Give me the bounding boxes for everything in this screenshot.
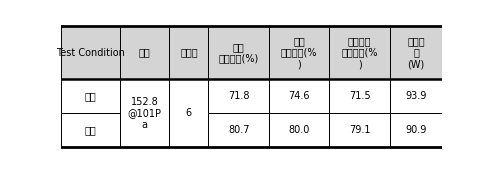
Bar (208, 113, 269, 147)
Text: 93.9: 93.9 (405, 91, 427, 101)
Bar (208, 26, 269, 79)
Text: 71.8: 71.8 (228, 91, 249, 101)
Bar (120, 79, 169, 147)
Bar (208, 79, 269, 113)
Text: 74.6: 74.6 (288, 91, 310, 101)
Bar (329, 113, 390, 147)
Text: 79.1: 79.1 (349, 125, 371, 135)
Text: 71.5: 71.5 (349, 91, 371, 101)
Text: 누설률: 누설률 (180, 48, 198, 58)
Bar (329, 79, 390, 113)
Text: 냉방: 냉방 (84, 91, 96, 101)
Bar (390, 79, 442, 113)
Text: 유효전열
교환효율(%
): 유효전열 교환효율(% ) (342, 36, 378, 69)
Bar (61, 79, 120, 113)
Bar (61, 26, 120, 79)
Bar (269, 113, 329, 147)
Text: 80.0: 80.0 (289, 125, 310, 135)
Bar (269, 26, 329, 79)
Text: 난방: 난방 (84, 125, 96, 135)
Text: 습도
교환효율(%
): 습도 교환효율(% ) (281, 36, 318, 69)
Bar (61, 113, 120, 147)
Bar (120, 26, 169, 79)
Bar (269, 79, 329, 113)
Text: 온도
교환효율(%): 온도 교환효율(%) (218, 42, 259, 63)
Bar (329, 26, 390, 79)
Bar (169, 26, 208, 79)
Text: 80.7: 80.7 (228, 125, 249, 135)
Text: 소비전
력
(W): 소비전 력 (W) (407, 36, 425, 69)
Bar (390, 113, 442, 147)
Text: 6: 6 (186, 108, 192, 118)
Text: 90.9: 90.9 (405, 125, 427, 135)
Text: 152.8
@101P
a: 152.8 @101P a (128, 97, 162, 130)
Bar (390, 26, 442, 79)
Bar (169, 79, 208, 147)
Text: Test Condition: Test Condition (56, 48, 125, 58)
Text: 풍량: 풍량 (139, 48, 150, 58)
